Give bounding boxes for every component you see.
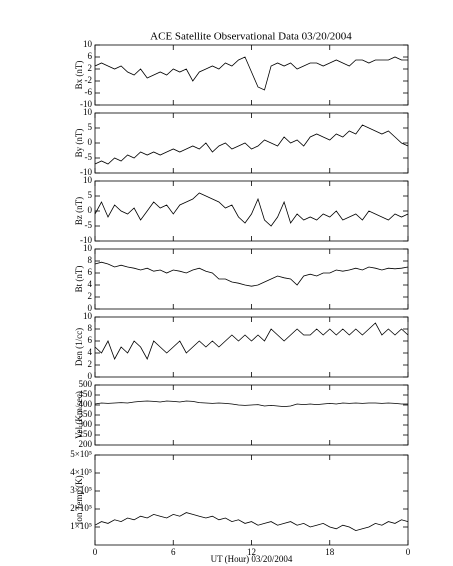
x-tick-label: 12 (247, 547, 256, 557)
y-tick-label: 8 (88, 323, 93, 333)
y-tick-label: 3×10⁵ (70, 485, 92, 495)
y-tick-label: 5×10⁵ (70, 449, 92, 459)
y-tick-label: 5 (88, 190, 93, 200)
y-tick-label: 10 (83, 175, 93, 185)
data-line (94, 192, 409, 227)
panel-frame (94, 384, 409, 446)
y-tick-label: 300 (79, 419, 93, 429)
y-tick-label: 350 (79, 409, 93, 419)
y-tick-label: 6 (88, 51, 93, 61)
y-tick-label: 2 (88, 359, 93, 369)
y-tick-label: -10 (80, 167, 92, 177)
y-tick-label: 200 (79, 439, 93, 449)
y-tick-label: -2 (85, 75, 93, 85)
panel-frame (94, 454, 409, 546)
y-tick-label: 6 (88, 335, 93, 345)
y-tick-label: 2 (88, 291, 93, 301)
y-axis-label: By (nT) (74, 129, 84, 158)
y-tick-label: 8 (88, 255, 93, 265)
data-line (94, 400, 408, 408)
x-tick-label: 0 (406, 547, 411, 557)
y-tick-label: -6 (85, 87, 93, 97)
y-tick-label: 0 (88, 137, 93, 147)
data-line (94, 322, 409, 360)
y-axis-label: Ion Temp (K) (74, 475, 84, 524)
y-tick-label: 500 (79, 379, 93, 389)
y-tick-label: 1×10⁵ (70, 521, 92, 531)
y-tick-label: 0 (88, 371, 93, 381)
y-axis-label: Bt (nT) (74, 266, 84, 293)
y-tick-label: 2×10⁵ (70, 503, 92, 513)
y-tick-label: 6 (88, 267, 93, 277)
y-axis-label: Bz (nT) (74, 197, 84, 225)
y-axis-label: Vel (Km/sec) (74, 391, 84, 439)
y-tick-label: -5 (85, 220, 93, 230)
panel-frame (94, 316, 409, 378)
chart-title: ACE Satellite Observational Data 03/20/2… (150, 31, 352, 43)
y-tick-label: 4 (88, 347, 93, 357)
x-axis-label: UT (Hour) 03/20/2004 (211, 554, 293, 564)
x-tick-label: 6 (171, 547, 176, 557)
y-tick-label: 250 (79, 429, 93, 439)
data-line (94, 56, 408, 91)
panel-frame (94, 112, 409, 174)
y-tick-label: 450 (79, 389, 93, 399)
y-tick-label: 0 (88, 205, 93, 215)
data-line (94, 124, 409, 165)
data-line (94, 512, 409, 532)
y-tick-label: 10 (83, 107, 93, 117)
panel-frame (94, 180, 409, 242)
y-tick-label: 5 (88, 122, 93, 132)
panel-frame (94, 248, 409, 310)
y-tick-label: -10 (80, 99, 92, 109)
y-tick-label: 2 (88, 63, 93, 73)
y-tick-label: 10 (83, 243, 93, 253)
x-tick-label: 0 (93, 547, 98, 557)
y-tick-label: 10 (83, 39, 93, 49)
data-line (94, 261, 409, 287)
y-tick-label: -5 (85, 152, 93, 162)
y-tick-label: 4 (88, 279, 93, 289)
y-tick-label: 0 (88, 303, 93, 313)
y-tick-label: 400 (79, 399, 93, 409)
y-tick-label: -10 (80, 235, 92, 245)
panel-frame (94, 44, 409, 106)
y-tick-label: 4×10⁵ (70, 467, 92, 477)
y-axis-label: Den (1/cc) (74, 328, 84, 366)
y-axis-label: Bx (nT) (74, 61, 84, 90)
x-tick-label: 18 (325, 547, 335, 557)
y-tick-label: 10 (83, 311, 93, 321)
